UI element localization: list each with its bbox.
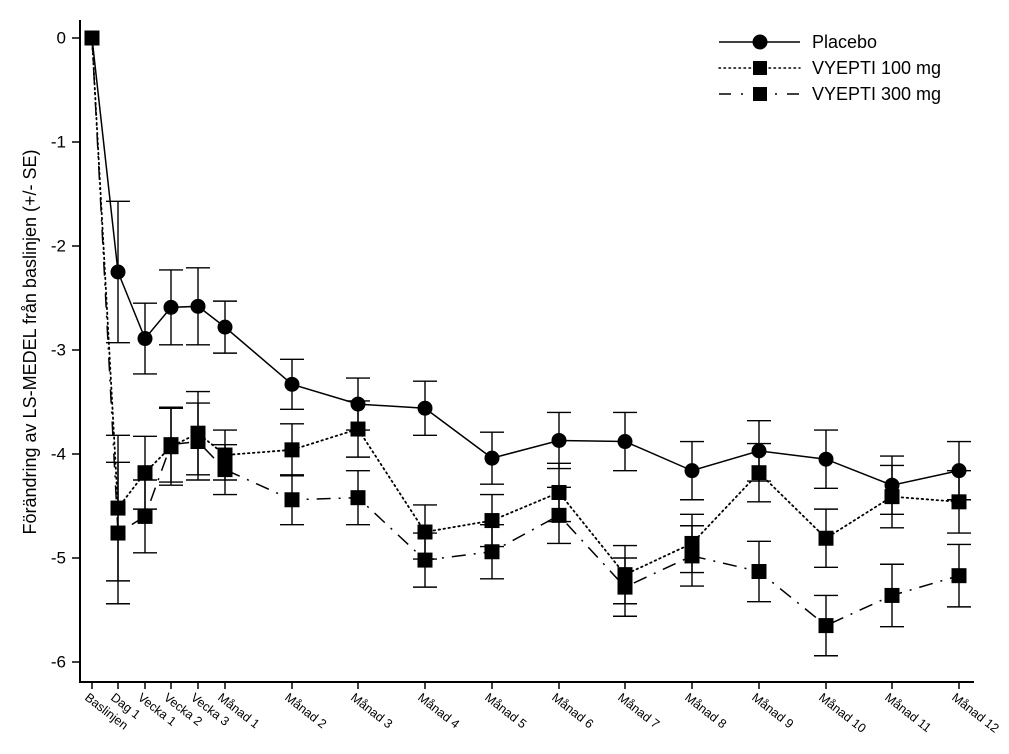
series-layer (84, 30, 971, 657)
y-tick-label: -2 (51, 237, 66, 256)
legend: Placebo VYEPTI 100 mg VYEPTI 300 mg (718, 32, 941, 104)
legend-marker (753, 87, 767, 101)
legend-label: Placebo (812, 32, 877, 52)
data-point (137, 331, 153, 347)
y-tick-label: 0 (57, 29, 66, 48)
series-placebo (84, 30, 971, 516)
x-tick-label: Månad 3 (348, 690, 395, 731)
legend-item: VYEPTI 300 mg (719, 84, 941, 104)
x-tick-label: Månad 10 (816, 690, 868, 735)
data-point (137, 508, 153, 524)
data-point (884, 587, 900, 603)
legend-label: VYEPTI 100 mg (812, 58, 941, 78)
x-tick-label: Månad 8 (682, 690, 729, 731)
x-tick-label: Månad 2 (282, 690, 329, 731)
series-line (91, 37, 960, 486)
legend-label: VYEPTI 300 mg (812, 84, 941, 104)
data-point (818, 530, 834, 546)
data-point (884, 489, 900, 505)
data-point (617, 434, 633, 450)
data-point (190, 434, 206, 450)
series-vyepti-300-mg (84, 30, 971, 657)
data-point (417, 524, 433, 540)
data-point (217, 462, 233, 478)
data-point (951, 568, 967, 584)
data-point (417, 400, 433, 416)
data-point (350, 421, 366, 437)
data-point (163, 299, 179, 315)
data-point (110, 264, 126, 280)
x-tick-label: Månad 5 (482, 690, 529, 731)
data-point (84, 30, 100, 46)
data-point (417, 552, 433, 568)
data-point (217, 319, 233, 335)
data-point (484, 450, 500, 466)
data-point (284, 376, 300, 392)
data-point (551, 507, 567, 523)
data-point (284, 492, 300, 508)
legend-marker (753, 61, 767, 75)
data-point (137, 465, 153, 481)
y-tick-label: -5 (51, 549, 66, 568)
data-point (818, 618, 834, 634)
data-point (110, 525, 126, 541)
x-tick-label: Månad 9 (749, 690, 796, 731)
data-point (684, 548, 700, 564)
data-point (190, 298, 206, 314)
x-tick-label: Månad 6 (549, 690, 596, 731)
data-point (284, 442, 300, 458)
legend-marker (752, 34, 768, 50)
data-point (684, 463, 700, 479)
series-vyepti-100-mg (84, 30, 971, 605)
legend-item: Placebo (719, 32, 877, 52)
data-point (551, 432, 567, 448)
y-tick-label: -1 (51, 133, 66, 152)
x-tick-label: Månad 4 (415, 690, 462, 731)
data-point (818, 451, 834, 467)
x-tick-label: Månad 11 (882, 690, 934, 735)
data-point (951, 494, 967, 510)
data-point (751, 564, 767, 580)
y-axis-label: Förändring av LS-MEDEL från baslinjen (+… (20, 150, 40, 535)
axes (79, 20, 974, 683)
x-tick-label: Månad 12 (949, 690, 1001, 735)
x-tick-label: Månad 7 (615, 690, 662, 731)
data-point (751, 465, 767, 481)
y-ticks: 0 -1 -2 -3 -4 -5 -6 (51, 29, 80, 672)
y-tick-label: -6 (51, 653, 66, 672)
y-tick-label: -4 (51, 445, 66, 464)
legend-item: VYEPTI 100 mg (718, 58, 941, 78)
data-point (484, 544, 500, 560)
data-point (350, 490, 366, 506)
data-point (163, 437, 179, 453)
data-point (617, 579, 633, 595)
y-tick-label: -3 (51, 341, 66, 360)
